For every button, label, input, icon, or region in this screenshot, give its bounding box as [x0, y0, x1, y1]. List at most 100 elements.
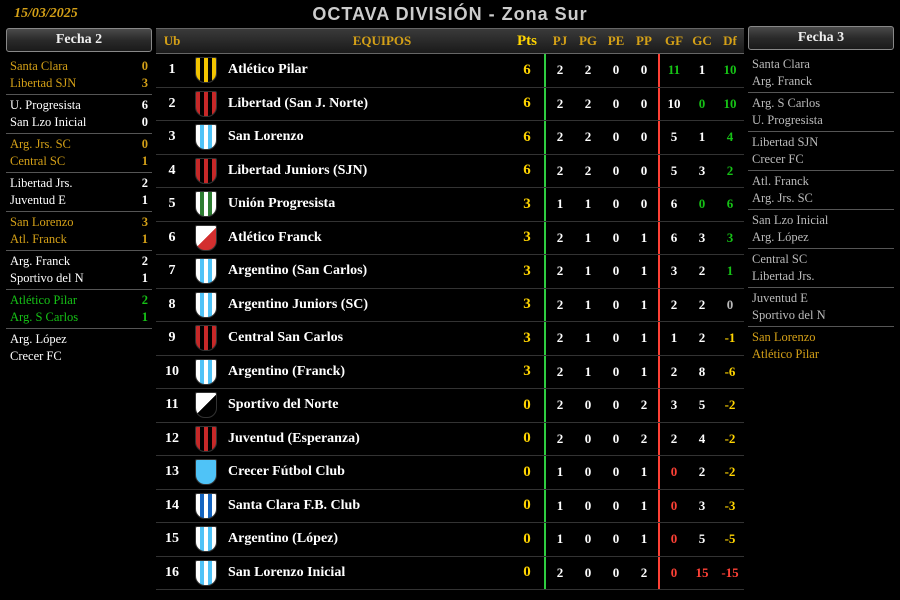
match-row: San Lzo Inicial: [748, 212, 894, 229]
match-team-a: U. Progresista: [10, 98, 132, 113]
gf: 2: [660, 297, 688, 313]
gf: 0: [660, 498, 688, 514]
pg: 1: [574, 196, 602, 212]
pos: 9: [156, 330, 188, 346]
pos: 11: [156, 397, 188, 413]
points: 0: [510, 531, 544, 548]
pj: 1: [546, 498, 574, 514]
match-row: Arg. S Carlos1: [6, 309, 152, 326]
team-name: Argentino (López): [224, 531, 510, 547]
match-row: Libertad Jrs.: [748, 268, 894, 285]
match-row: Atlético Pilar2: [6, 292, 152, 309]
match-team-a: Arg. Jrs. SC: [10, 137, 132, 152]
points: 3: [510, 363, 544, 380]
team-badge-icon: [188, 258, 224, 284]
pg: 1: [574, 297, 602, 313]
match-team-a: Santa Clara: [10, 59, 132, 74]
match-row: Sportivo del N1: [6, 270, 152, 287]
team-name: Atlético Pilar: [224, 62, 510, 78]
hdr-equipos: EQUIPOS: [224, 33, 510, 49]
team-badge-icon: [188, 459, 224, 485]
team-badge-icon: [188, 526, 224, 552]
standings-row: 15Argentino (López)0100105-5: [156, 523, 744, 557]
pos: 15: [156, 531, 188, 547]
pj: 2: [546, 230, 574, 246]
df: -1: [716, 330, 744, 346]
standings-row: 8Argentino Juniors (SC)32101220: [156, 289, 744, 323]
pg: 1: [574, 263, 602, 279]
gf: 3: [660, 397, 688, 413]
match-row: U. Progresista6: [6, 97, 152, 114]
match-row: Juventud E1: [6, 192, 152, 209]
match-team-a: San Lorenzo: [10, 215, 132, 230]
fecha2-header: Fecha 2: [6, 28, 152, 52]
right-fixtures: Fecha 3 Santa ClaraArg. FranckArg. S Car…: [746, 0, 896, 600]
pj: 1: [546, 464, 574, 480]
hdr-pe: PE: [602, 33, 630, 49]
pj: 2: [546, 163, 574, 179]
match-team-b: San Lzo Inicial: [10, 115, 132, 130]
pj: 2: [546, 263, 574, 279]
points: 3: [510, 296, 544, 313]
pg: 0: [574, 531, 602, 547]
gf: 11: [660, 62, 688, 78]
df: 6: [716, 196, 744, 212]
gc: 2: [688, 330, 716, 346]
pos: 1: [156, 62, 188, 78]
pos: 4: [156, 163, 188, 179]
team-badge-icon: [188, 392, 224, 418]
team-badge-icon: [188, 225, 224, 251]
match-row: Arg. S Carlos: [748, 95, 894, 112]
pe: 0: [602, 565, 630, 581]
match-row: Santa Clara: [748, 56, 894, 73]
match-row: San Lzo Inicial0: [6, 114, 152, 131]
standings: OCTAVA DIVISIÓN - Zona Sur Ub EQUIPOS Pt…: [154, 0, 746, 600]
standings-row: 4Libertad Juniors (SJN)62200532: [156, 155, 744, 189]
pp: 0: [630, 129, 658, 145]
pos: 5: [156, 196, 188, 212]
pos: 3: [156, 129, 188, 145]
df: -5: [716, 531, 744, 547]
team-name: Argentino (Franck): [224, 364, 510, 380]
standings-row: 13Crecer Fútbol Club0100102-2: [156, 456, 744, 490]
pe: 0: [602, 297, 630, 313]
team-badge-icon: [188, 292, 224, 318]
match-row: Atl. Franck: [748, 173, 894, 190]
division-title: OCTAVA DIVISIÓN - Zona Sur: [156, 0, 744, 28]
team-name: Libertad (San J. Norte): [224, 96, 510, 112]
df: 10: [716, 96, 744, 112]
team-badge-icon: [188, 91, 224, 117]
team-name: Libertad Juniors (SJN): [224, 163, 510, 179]
date-label: 15/03/2025: [6, 4, 152, 24]
pe: 0: [602, 330, 630, 346]
gc: 8: [688, 364, 716, 380]
pos: 14: [156, 498, 188, 514]
points: 0: [510, 397, 544, 414]
match-row: Crecer FC: [748, 151, 894, 168]
match-team-b: Central SC: [10, 154, 132, 169]
pj: 2: [546, 96, 574, 112]
team-name: San Lorenzo Inicial: [224, 565, 510, 581]
gf: 5: [660, 163, 688, 179]
match-team-a: Central SC: [752, 252, 890, 267]
pj: 2: [546, 397, 574, 413]
match-team-b: Arg. López: [752, 230, 890, 245]
pp: 1: [630, 230, 658, 246]
match-team-b: Arg. S Carlos: [10, 310, 132, 325]
match-team-b: Sportivo del N: [752, 308, 890, 323]
match-score-a: 3: [132, 215, 148, 230]
gc: 3: [688, 163, 716, 179]
gc: 3: [688, 498, 716, 514]
pg: 1: [574, 330, 602, 346]
df: -6: [716, 364, 744, 380]
hdr-gc: GC: [688, 33, 716, 49]
hdr-pj: PJ: [546, 33, 574, 49]
gf: 6: [660, 230, 688, 246]
pg: 0: [574, 431, 602, 447]
pj: 2: [546, 129, 574, 145]
pp: 1: [630, 464, 658, 480]
points: 6: [510, 95, 544, 112]
pe: 0: [602, 464, 630, 480]
team-badge-icon: [188, 493, 224, 519]
match-team-b: Juventud E: [10, 193, 132, 208]
